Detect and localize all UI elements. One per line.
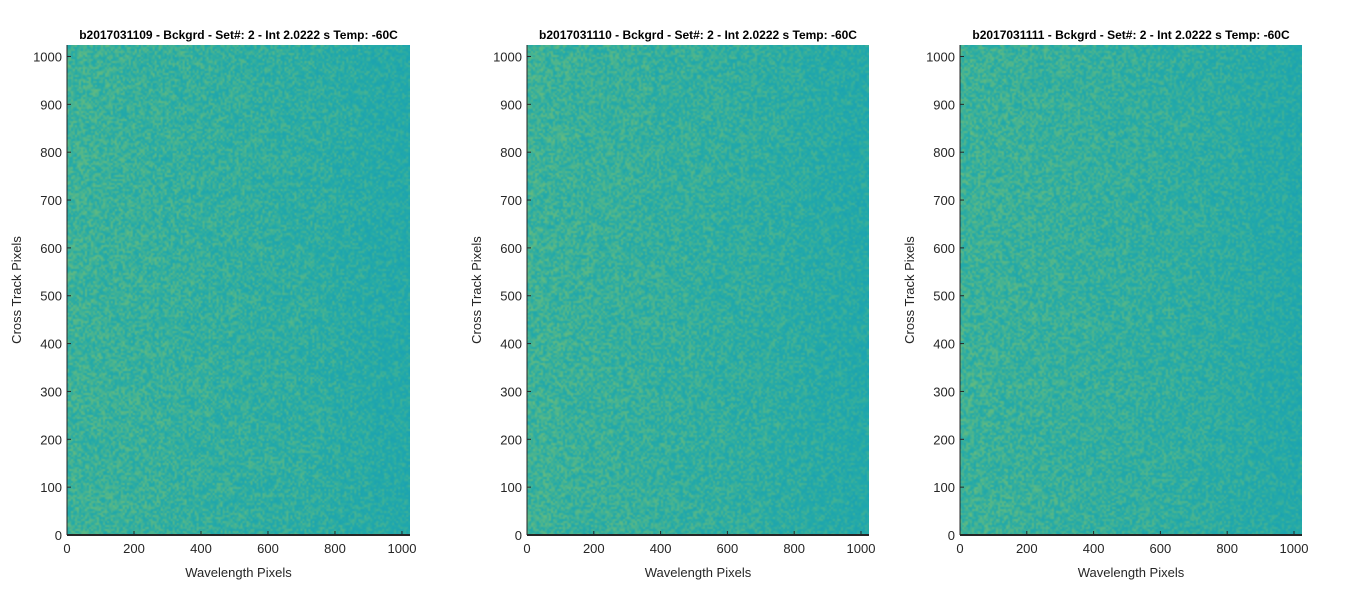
y-tick-label: 900 [500, 97, 522, 112]
y-tick-label: 0 [948, 528, 955, 543]
y-axis-label: Cross Track Pixels [902, 236, 917, 344]
x-tick-label: 0 [63, 541, 70, 556]
y-tick-label: 400 [40, 337, 62, 352]
y-tick-label: 700 [500, 193, 522, 208]
y-tick-label: 400 [933, 337, 955, 352]
y-tick-label: 100 [500, 480, 522, 495]
x-tick-label: 1000 [847, 541, 876, 556]
chart-title: b2017031110 - Bckgrd - Set#: 2 - Int 2.0… [539, 28, 857, 42]
x-axis-label: Wavelength Pixels [185, 565, 292, 580]
y-tick-label: 500 [933, 289, 955, 304]
x-tick-label: 200 [583, 541, 605, 556]
y-axis-label: Cross Track Pixels [469, 236, 484, 344]
y-tick-label: 100 [40, 480, 62, 495]
y-tick-label: 300 [40, 384, 62, 399]
heatmap-image [527, 45, 869, 535]
y-tick-label: 800 [933, 145, 955, 160]
y-tick-label: 300 [933, 384, 955, 399]
y-tick-label: 200 [933, 432, 955, 447]
y-tick-label: 900 [933, 97, 955, 112]
y-tick-label: 1000 [33, 49, 62, 64]
y-tick-label: 1000 [493, 49, 522, 64]
x-tick-label: 800 [1216, 541, 1238, 556]
y-tick-label: 200 [40, 432, 62, 447]
x-tick-label: 400 [1083, 541, 1105, 556]
chart-panel-1: 0 200 400 600 800 1000 0 100 200 300 400 500 600 700 8… [9, 28, 416, 580]
x-tick-label: 0 [523, 541, 530, 556]
y-tick-label: 600 [500, 241, 522, 256]
heatmap-image [960, 45, 1302, 535]
y-tick-label: 400 [500, 337, 522, 352]
x-tick-label: 1000 [1280, 541, 1309, 556]
y-tick-label: 100 [933, 480, 955, 495]
chart-panel-2: 0 200 400 600 800 1000 0 100 200 300 400 500 600 700 8… [469, 28, 875, 580]
x-tick-label: 400 [650, 541, 672, 556]
x-tick-label: 800 [783, 541, 805, 556]
y-axis-label: Cross Track Pixels [9, 236, 24, 344]
y-tick-label: 800 [40, 145, 62, 160]
y-tick-label: 200 [500, 432, 522, 447]
y-tick-label: 600 [40, 241, 62, 256]
x-axis-label: Wavelength Pixels [1078, 565, 1185, 580]
y-tick-label: 0 [55, 528, 62, 543]
x-tick-label: 600 [1150, 541, 1172, 556]
x-tick-label: 0 [956, 541, 963, 556]
x-tick-label: 600 [717, 541, 739, 556]
x-tick-label: 200 [123, 541, 145, 556]
y-tick-label: 700 [40, 193, 62, 208]
heatmap-image [67, 45, 410, 535]
y-tick-label: 300 [500, 384, 522, 399]
y-tick-label: 1000 [926, 49, 955, 64]
x-tick-label: 1000 [388, 541, 417, 556]
x-tick-label: 600 [257, 541, 279, 556]
x-axis-label: Wavelength Pixels [645, 565, 752, 580]
y-tick-label: 800 [500, 145, 522, 160]
chart-title: b2017031111 - Bckgrd - Set#: 2 - Int 2.0… [972, 28, 1290, 42]
y-tick-label: 500 [40, 289, 62, 304]
y-tick-label: 900 [40, 97, 62, 112]
y-tick-label: 0 [515, 528, 522, 543]
chart-panel-3: 0 200 400 600 800 1000 0 100 200 300 400 500 600 700 8… [902, 28, 1308, 580]
chart-title: b2017031109 - Bckgrd - Set#: 2 - Int 2.0… [79, 28, 398, 42]
y-tick-label: 600 [933, 241, 955, 256]
y-tick-label: 700 [933, 193, 955, 208]
x-tick-label: 400 [190, 541, 212, 556]
y-tick-label: 500 [500, 289, 522, 304]
x-tick-label: 800 [324, 541, 346, 556]
x-tick-label: 200 [1016, 541, 1038, 556]
